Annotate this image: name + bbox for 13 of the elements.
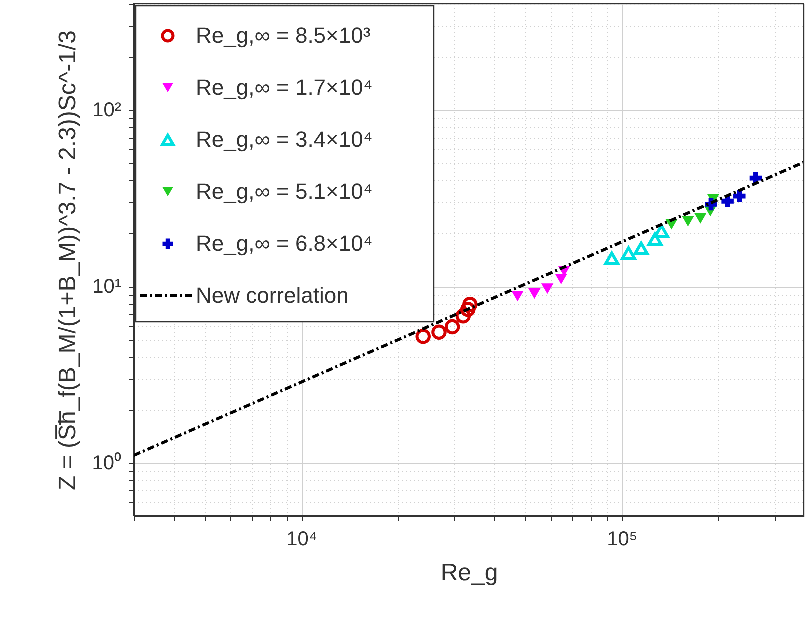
legend-label: Re_g,∞ = 1.7×10⁴	[196, 75, 373, 100]
x-axis-title: Re_g	[440, 560, 498, 586]
y-tick-label: 10⁰	[92, 451, 122, 474]
legend-label: Re_g,∞ = 3.4×10⁴	[196, 127, 373, 152]
legend-label: Re_g,∞ = 6.8×10⁴	[196, 231, 373, 256]
x-tick-label: 10⁵	[607, 528, 638, 550]
legend-label: Re_g,∞ = 5.1×10⁴	[196, 179, 373, 204]
y-tick-label: 10²	[92, 100, 122, 122]
y-tick-label: 10¹	[92, 276, 122, 298]
legend-label: New correlation	[196, 283, 349, 308]
x-tick-label: 10⁴	[286, 528, 318, 550]
y-axis-title: Z = (S̅h̅_f(B_M/(1+B_M))^3.7 - 2.3))Sc^-1/3	[54, 30, 82, 490]
legend-label: Re_g,∞ = 8.5×10³	[196, 23, 371, 48]
